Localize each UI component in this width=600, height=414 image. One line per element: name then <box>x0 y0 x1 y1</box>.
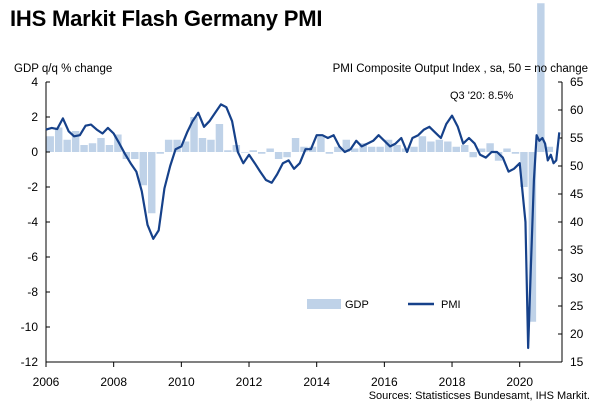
gdp-bar-2016Q4 <box>410 146 418 152</box>
x-tick-label: 2018 <box>439 375 466 389</box>
axis-labels: 420-2-4-6-8-10-1265605550454035302520152… <box>21 75 584 389</box>
pmi-line <box>45 103 561 350</box>
left-axis-label: GDP q/q % change <box>14 63 112 75</box>
pmi-line-group <box>45 103 561 350</box>
right-tick-label: 60 <box>570 103 584 117</box>
gdp-bar-2013Q1 <box>283 152 291 158</box>
gdp-bar-2008Q4 <box>139 152 147 186</box>
x-tick-label: 2012 <box>236 375 263 389</box>
right-tick-label: 30 <box>570 271 584 285</box>
gdp-bar-2006Q4 <box>71 131 80 152</box>
gdp-bar-2019Q1 <box>486 143 494 152</box>
chart-title: IHS Markit Flash Germany PMI <box>10 6 323 31</box>
right-tick-label: 40 <box>570 215 584 229</box>
gdp-bar-2018Q4 <box>477 148 486 152</box>
gdp-bar-2019Q3 <box>503 148 511 152</box>
x-tick-label: 2014 <box>303 375 330 389</box>
gdp-bar-2009Q1 <box>148 152 156 214</box>
left-tick-label: -10 <box>21 320 39 334</box>
left-tick-label: -12 <box>21 355 39 369</box>
gdp-bar-2011Q1 <box>215 124 224 152</box>
gdp-bar-2018Q3 <box>469 152 477 158</box>
gdp-bar-2017Q3 <box>435 139 444 152</box>
gdp-bar-2009Q4 <box>173 139 181 152</box>
left-tick-label: 2 <box>31 110 38 124</box>
gdp-bar-2014Q1 <box>317 136 325 152</box>
gdp-bar-2012Q3 <box>266 148 274 152</box>
right-tick-label: 65 <box>570 75 584 89</box>
left-tick-label: -8 <box>27 285 38 299</box>
q3-2020-annotation: Q3 '20: 8.5% <box>450 90 513 102</box>
gdp-bar-2010Q2 <box>190 117 198 152</box>
gdp-bar-2012Q1 <box>249 150 257 152</box>
gdp-bar-2010Q4 <box>207 139 215 152</box>
right-tick-label: 25 <box>570 299 584 313</box>
gdp-bar-2017Q4 <box>444 141 452 152</box>
axes <box>45 81 563 367</box>
left-tick-label: -2 <box>27 180 38 194</box>
gdp-bar-2020Q1 <box>520 152 528 187</box>
gdp-bar-2011Q4 <box>241 152 249 153</box>
gdp-bar-2006Q1 <box>46 136 54 152</box>
gdp-bar-2013Q2 <box>291 138 300 152</box>
gdp-bar-2010Q3 <box>198 138 207 152</box>
right-tick-label: 45 <box>570 187 584 201</box>
gdp-bar-2007Q4 <box>105 145 114 152</box>
gdp-bar-2006Q2 <box>54 127 63 152</box>
x-tick-label: 2016 <box>371 375 398 389</box>
gdp-bar-2015Q2 <box>359 143 367 152</box>
gdp-bar-2015Q3 <box>367 146 376 152</box>
gdp-bar-2012Q4 <box>274 152 283 159</box>
legend: GDP PMI <box>307 299 461 311</box>
gdp-bars <box>46 3 554 322</box>
gdp-bar-2017Q2 <box>427 141 435 152</box>
gdp-bar-2018Q1 <box>452 146 460 152</box>
legend-pmi-label: PMI <box>441 299 461 311</box>
x-tick-label: 2010 <box>168 375 195 389</box>
legend-gdp-swatch <box>307 299 341 309</box>
gdp-bar-2020Q4 <box>545 146 554 152</box>
gdp-bar-2020Q3 <box>537 3 545 152</box>
x-tick-label: 2008 <box>100 375 127 389</box>
gdp-bar-2017Q1 <box>418 136 427 152</box>
right-tick-label: 15 <box>570 355 584 369</box>
gdp-bar-2015Q1 <box>351 148 359 152</box>
source-note: Sources: Statisticses Bundesamt, IHS Mar… <box>369 390 590 402</box>
right-tick-label: 20 <box>570 327 584 341</box>
gdp-bar-2014Q3 <box>334 146 342 152</box>
left-tick-label: 0 <box>31 145 38 159</box>
gdp-bar-2014Q4 <box>342 139 351 152</box>
gdp-bar-2006Q3 <box>63 139 71 152</box>
legend-gdp-label: GDP <box>345 299 369 311</box>
gdp-bar-2008Q3 <box>131 152 139 159</box>
gdp-bar-2014Q2 <box>325 152 334 154</box>
x-tick-label: 2020 <box>506 375 533 389</box>
gdp-bar-2018Q2 <box>461 145 469 152</box>
gdp-bar-2008Q1 <box>114 134 122 152</box>
gdp-bar-2019Q2 <box>494 152 503 161</box>
gdp-bar-2013Q4 <box>308 146 317 152</box>
gdp-bar-2011Q2 <box>224 150 232 152</box>
gdp-bar-2007Q1 <box>80 145 88 152</box>
gdp-bar-2012Q2 <box>257 152 266 154</box>
left-tick-label: -6 <box>27 250 38 264</box>
gdp-bar-2009Q3 <box>164 139 173 152</box>
left-tick-label: 4 <box>31 75 38 89</box>
x-tick-label: 2006 <box>33 375 60 389</box>
right-tick-label: 35 <box>570 243 584 257</box>
right-axis-label: PMI Composite Output Index , sa, 50 = no… <box>333 63 588 75</box>
right-tick-label: 55 <box>570 131 584 145</box>
gdp-bar-2009Q2 <box>156 152 164 154</box>
gdp-bar-2013Q3 <box>300 146 308 152</box>
right-tick-label: 50 <box>570 159 584 173</box>
gdp-bar-2010Q1 <box>181 141 190 152</box>
gdp-bar-2016Q2 <box>393 145 401 152</box>
gdp-bar-2019Q4 <box>511 152 520 154</box>
left-tick-label: -4 <box>27 215 38 229</box>
gdp-bar-2007Q2 <box>88 143 97 152</box>
gdp-bar-2007Q3 <box>97 138 105 152</box>
gdp-bar-2015Q4 <box>376 146 384 152</box>
